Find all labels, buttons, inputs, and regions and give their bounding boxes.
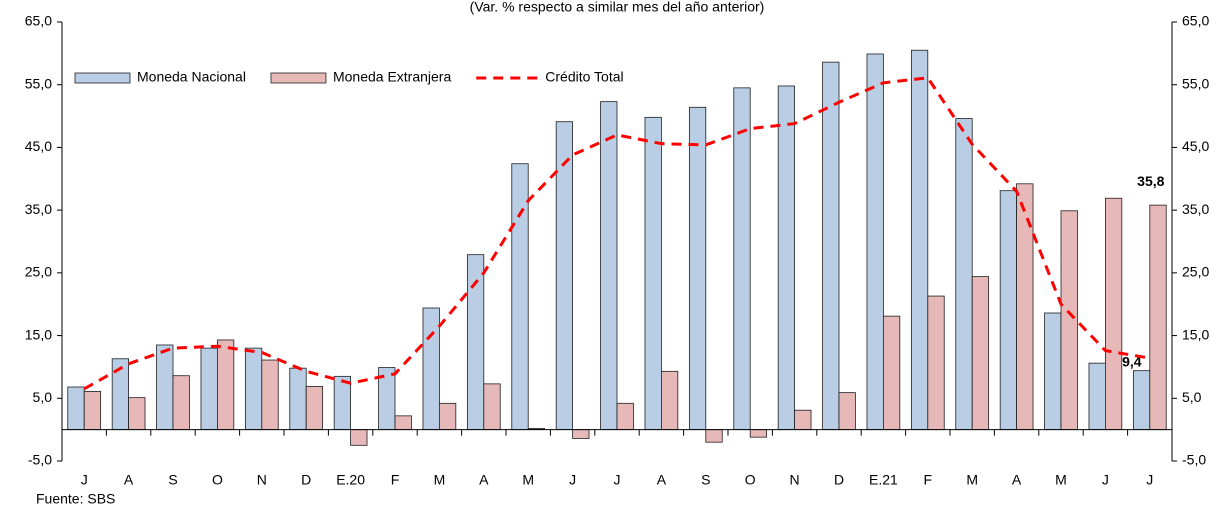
bar [866,53,884,431]
bar [600,101,618,431]
x-tick-label: J [614,472,621,488]
bar [555,121,573,431]
x-tick-label: A [657,472,667,488]
bar [927,295,945,431]
x-tick-label: E.21 [869,472,898,488]
bar [733,87,751,431]
x-tick-label: J [81,472,88,488]
x-tick-label: J [569,472,576,488]
bar [883,315,901,431]
legend-label: Moneda Extranjera [333,69,452,85]
y-tick-label: 25,0 [25,264,52,280]
bar [350,429,368,446]
y2-tick-label: 25,0 [1182,264,1209,280]
bar [67,386,85,431]
bar [705,429,723,443]
bar [1060,210,1078,431]
bar [838,392,856,431]
x-tick-label: D [834,472,844,488]
bar [822,61,840,431]
y-tick-label: 15,0 [25,326,52,342]
bar [777,85,795,431]
y2-tick-label: 5,0 [1182,389,1202,405]
y-tick-label: 65,0 [25,13,52,29]
y-tick-label: 35,0 [25,201,52,217]
bar [572,429,590,439]
bar [999,190,1017,431]
x-tick-label: E.20 [336,472,365,488]
bar [394,415,412,431]
bar [1149,204,1167,431]
y2-tick-label: 65,0 [1182,13,1209,29]
bar [289,367,307,431]
legend-label: Moneda Nacional [137,69,246,85]
x-tick-label: F [391,472,400,488]
legend-swatch [74,72,131,84]
source: Fuente: SBS [36,491,115,507]
x-tick-label: S [168,472,177,488]
bar [156,344,174,431]
bar [128,397,146,431]
bar [1132,370,1151,431]
bar [955,118,973,431]
bar [1088,362,1106,431]
bar [172,375,190,431]
bar [749,429,768,438]
bar [216,339,235,431]
x-tick-label: N [790,472,800,488]
y2-tick-label: 55,0 [1182,75,1209,91]
x-tick-label: M [1055,472,1067,488]
bar [261,359,279,431]
bar [200,347,218,431]
y-tick-label: 45,0 [25,138,52,154]
y-tick-label: 55,0 [25,75,52,91]
x-tick-label: J [1146,472,1153,488]
x-tick-label: M [966,472,978,488]
bar [422,307,440,431]
x-tick-label: F [924,472,933,488]
x-tick-label: S [701,472,710,488]
legend-swatch [270,72,327,84]
x-tick-label: M [522,472,534,488]
bar [794,409,812,431]
bar [83,390,102,431]
x-tick-label: J [1102,472,1109,488]
chart-title: (Var. % respecto a similar mes del año a… [470,0,765,15]
bar [438,402,457,431]
bar [305,385,324,431]
line-series [83,76,1151,391]
bar [616,402,634,431]
y2-tick-label: -5,0 [1182,452,1206,468]
y2-tick-label: 45,0 [1182,138,1209,154]
y2-tick-label: 35,0 [1182,201,1209,217]
bar [483,383,501,431]
y2-tick-label: 15,0 [1182,326,1209,342]
y-tick-label: 5,0 [33,389,53,405]
bar [644,116,662,431]
x-tick-label: N [257,472,267,488]
legend-label: Crédito Total [545,69,623,85]
x-tick-label: A [1012,472,1022,488]
bar [1016,183,1034,431]
bar [661,370,679,431]
bar [1044,312,1062,431]
y-tick-label: -5,0 [28,452,52,468]
bar [1105,197,1123,431]
x-tick-label: M [434,472,446,488]
bar [511,163,529,431]
x-tick-label: O [745,472,756,488]
bar [333,375,351,431]
x-tick-label: A [124,472,134,488]
bar [971,276,990,431]
data-label: 35,8 [1137,173,1164,189]
x-tick-label: A [479,472,489,488]
bar [244,347,263,431]
bar [910,49,929,431]
x-tick-label: D [301,472,311,488]
bar [688,106,707,431]
x-tick-label: O [212,472,223,488]
